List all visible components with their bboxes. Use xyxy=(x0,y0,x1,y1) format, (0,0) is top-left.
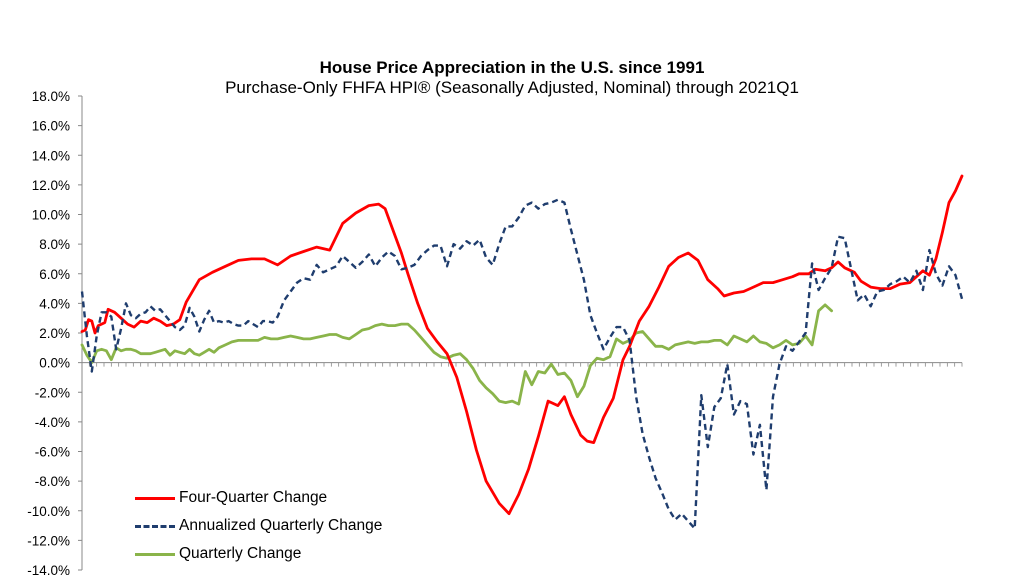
y-tick-label: 4.0% xyxy=(39,296,70,311)
series-line-four-quarter-change xyxy=(80,174,964,516)
y-tick-label: -14.0% xyxy=(27,563,70,576)
legend-item-annualized-quarterly: Annualized Quarterly Change xyxy=(135,512,382,540)
legend-item-four-quarter: Four-Quarter Change xyxy=(135,484,382,512)
y-tick-label: 8.0% xyxy=(39,237,70,252)
legend-swatch-quarterly xyxy=(135,552,175,556)
y-tick-label: -6.0% xyxy=(35,445,70,460)
y-tick-label: 16.0% xyxy=(32,119,70,134)
y-tick-label: -10.0% xyxy=(27,504,70,519)
y-tick-label: 12.0% xyxy=(32,178,70,193)
y-tick-label: 18.0% xyxy=(32,89,70,104)
y-tick-label: -4.0% xyxy=(35,415,70,430)
y-tick-label: 14.0% xyxy=(32,148,70,163)
y-tick-label: -2.0% xyxy=(35,385,70,400)
chart-title: House Price Appreciation in the U.S. sin… xyxy=(319,58,705,77)
chart-title-block: House Price Appreciation in the U.S. sin… xyxy=(0,58,1024,98)
y-tick-label: 10.0% xyxy=(32,208,70,223)
y-tick-label: 0.0% xyxy=(39,356,70,371)
series-line-quarterly-change xyxy=(80,303,833,406)
legend: Four-Quarter Change Annualized Quarterly… xyxy=(135,484,382,568)
legend-label-four-quarter: Four-Quarter Change xyxy=(179,489,328,506)
y-tick-label: -8.0% xyxy=(35,474,70,489)
y-tick-label: 6.0% xyxy=(39,267,70,282)
legend-swatch-annualized-quarterly xyxy=(135,524,175,528)
legend-label-quarterly: Quarterly Change xyxy=(179,545,302,562)
legend-item-quarterly: Quarterly Change xyxy=(135,540,382,568)
legend-label-annualized-quarterly: Annualized Quarterly Change xyxy=(179,517,383,534)
y-tick-label: -12.0% xyxy=(27,533,70,548)
y-tick-label: 2.0% xyxy=(39,326,70,341)
legend-swatch-four-quarter xyxy=(135,496,175,500)
series-line-annualized-quarterly-change xyxy=(80,198,964,530)
chart-subtitle: Purchase-Only FHFA HPI® (Seasonally Adju… xyxy=(225,78,799,97)
